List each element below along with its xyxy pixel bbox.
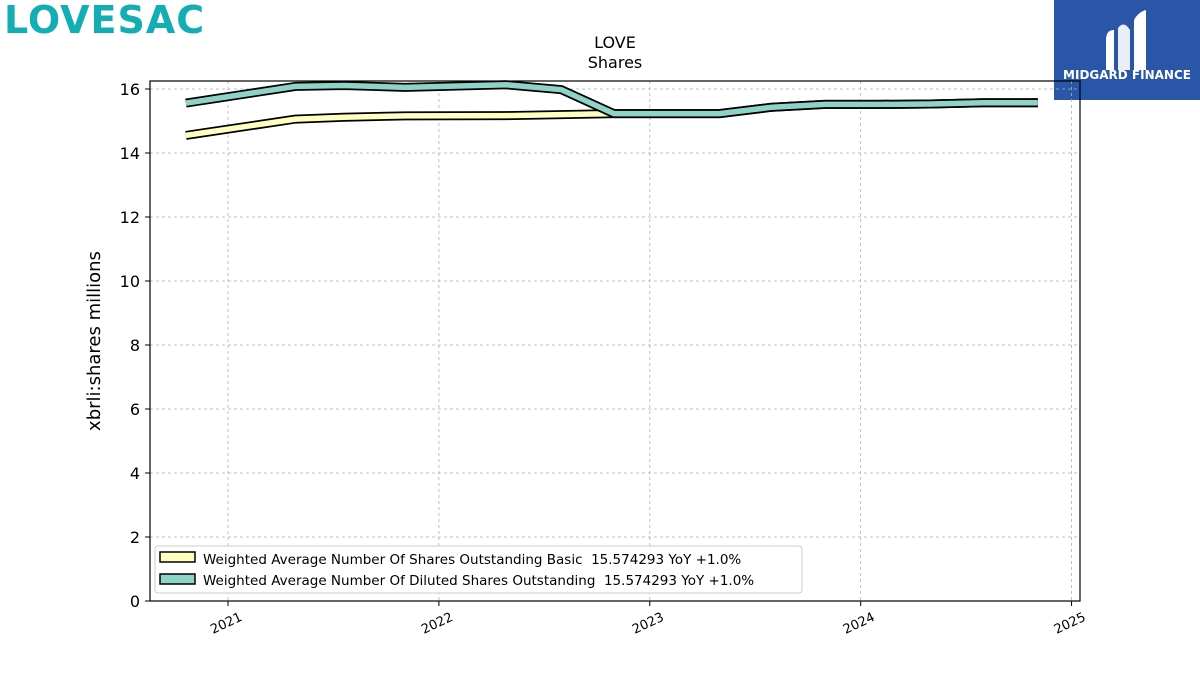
midgard-finance-logo: MIDGARD FINANCE xyxy=(1054,0,1200,100)
x-tick-label: 2021 xyxy=(208,610,244,638)
legend: Weighted Average Number Of Shares Outsta… xyxy=(154,545,803,594)
legend-swatch-basic xyxy=(159,551,196,563)
series-lines xyxy=(185,80,1038,140)
lovesac-logo: LOVESAC xyxy=(4,0,206,42)
chart-subtitle: Shares xyxy=(588,53,643,72)
y-tick-label: 16 xyxy=(120,80,140,99)
series-line-outline xyxy=(185,80,1038,119)
legend-label-diluted: Weighted Average Number Of Diluted Share… xyxy=(203,573,754,589)
series-line-diluted xyxy=(185,82,1038,117)
x-tick-label: 2025 xyxy=(1052,610,1088,638)
brand-name: MIDGARD FINANCE xyxy=(1063,68,1191,82)
y-tick-label: 6 xyxy=(130,400,140,419)
y-tick-label: 12 xyxy=(120,208,140,227)
x-axis-ticks: 2021 2022 2023 2024 2025 xyxy=(208,601,1088,638)
y-tick-label: 8 xyxy=(130,336,140,355)
y-tick-label: 14 xyxy=(120,144,140,163)
y-tick-label: 0 xyxy=(130,592,140,611)
grid-lines xyxy=(150,81,1080,601)
y-axis-label: xbrli:shares millions xyxy=(84,251,105,431)
legend-swatch-diluted xyxy=(159,573,196,585)
x-tick-label: 2024 xyxy=(841,610,877,638)
legend-label-basic: Weighted Average Number Of Shares Outsta… xyxy=(203,552,741,568)
chart-title: LOVE xyxy=(594,33,636,52)
midgard-logo-icon xyxy=(1106,10,1146,71)
legend-box xyxy=(154,545,803,594)
y-tick-label: 10 xyxy=(120,272,140,291)
x-tick-label: 2022 xyxy=(419,610,455,638)
y-tick-label: 4 xyxy=(130,464,140,483)
x-tick-label: 2023 xyxy=(630,610,666,638)
plot-frame xyxy=(149,80,1081,602)
y-axis-ticks: 0 2 4 6 8 10 12 14 16 xyxy=(120,80,150,611)
y-tick-label: 2 xyxy=(130,528,140,547)
